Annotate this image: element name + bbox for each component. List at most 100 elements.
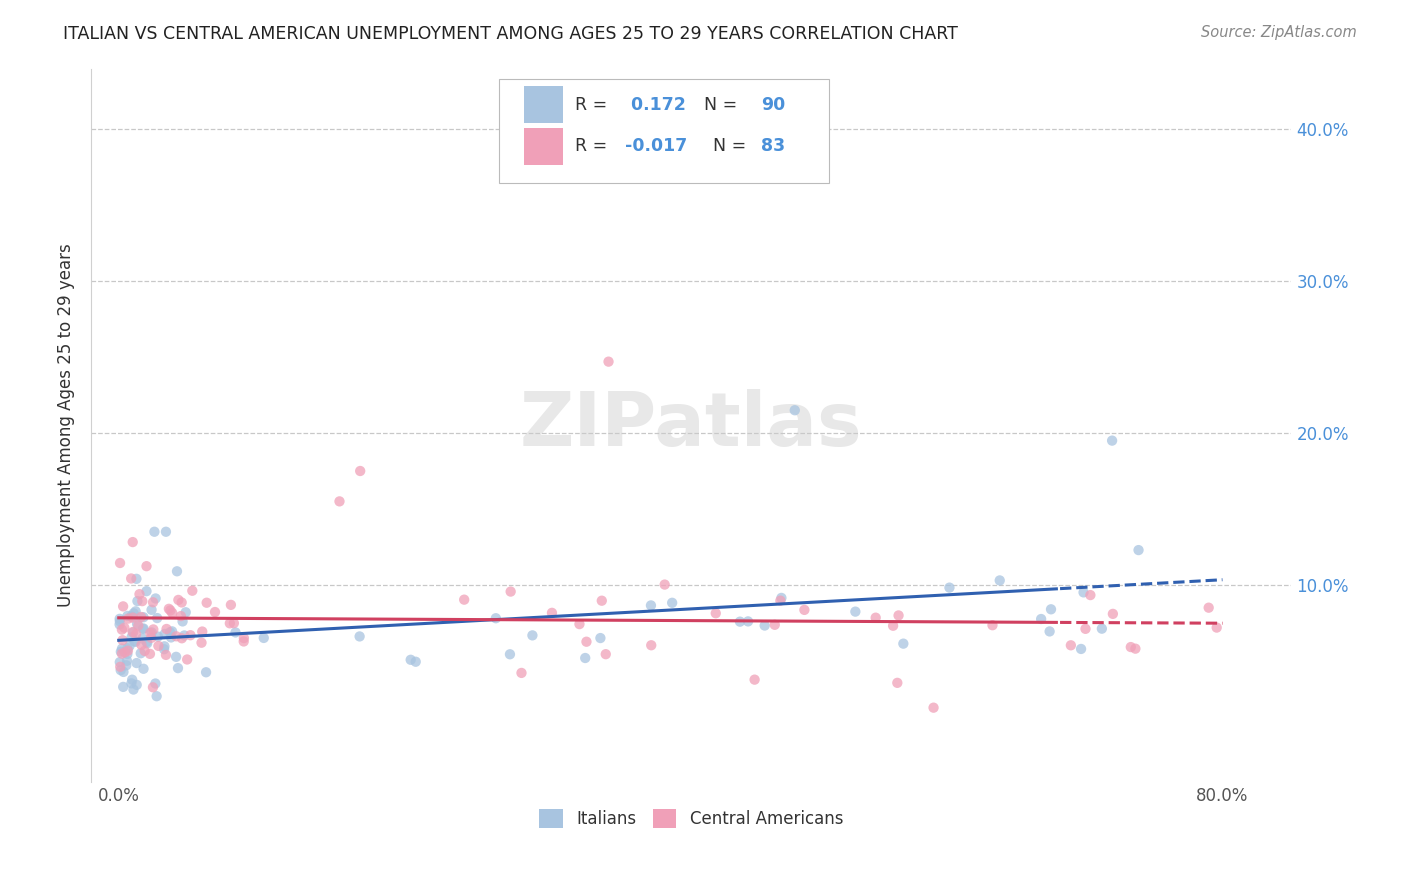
Point	[222, 616, 245, 631]
Point	[195, 596, 218, 610]
Point	[125, 572, 148, 586]
Point	[1029, 612, 1052, 626]
Point	[145, 591, 167, 606]
Point	[131, 594, 153, 608]
Point	[1101, 434, 1123, 448]
Point	[886, 676, 908, 690]
Point	[135, 584, 157, 599]
Point	[125, 678, 148, 692]
Y-axis label: Unemployment Among Ages 25 to 29 years: Unemployment Among Ages 25 to 29 years	[58, 244, 75, 607]
Point	[153, 627, 176, 641]
Point	[170, 632, 193, 646]
Point	[125, 627, 148, 641]
Point	[165, 649, 187, 664]
Point	[135, 559, 157, 574]
Point	[112, 599, 135, 614]
Point	[135, 635, 157, 649]
Point	[453, 592, 475, 607]
Point	[661, 596, 683, 610]
Point	[522, 628, 544, 642]
Text: R =: R =	[575, 137, 613, 155]
Point	[131, 638, 153, 652]
Point	[349, 629, 371, 643]
Point	[153, 640, 176, 654]
Point	[146, 611, 169, 625]
Point	[141, 625, 163, 640]
Point	[204, 605, 226, 619]
Point	[115, 658, 138, 673]
Point	[1039, 624, 1062, 639]
FancyBboxPatch shape	[524, 87, 562, 123]
Point	[1073, 585, 1095, 599]
Point	[132, 622, 155, 636]
Point	[132, 662, 155, 676]
Point	[112, 680, 135, 694]
Point	[125, 656, 148, 670]
Point	[117, 641, 139, 656]
Point	[145, 676, 167, 690]
Point	[1040, 602, 1063, 616]
Point	[131, 632, 153, 646]
Point	[1080, 588, 1102, 602]
Point	[399, 653, 422, 667]
Point	[132, 610, 155, 624]
Point	[167, 593, 190, 607]
Point	[922, 700, 945, 714]
Point	[121, 673, 143, 687]
Text: 83: 83	[761, 137, 785, 155]
Text: 90: 90	[761, 96, 785, 114]
Point	[769, 593, 792, 607]
Point	[121, 535, 143, 549]
Point	[173, 628, 195, 642]
Point	[139, 647, 162, 661]
Point	[120, 609, 142, 624]
Point	[218, 616, 240, 631]
Point	[541, 606, 564, 620]
Point	[121, 625, 143, 640]
Point	[160, 631, 183, 645]
Point	[160, 606, 183, 620]
Point	[179, 628, 201, 642]
Point	[190, 636, 212, 650]
Point	[146, 630, 169, 644]
Point	[159, 603, 181, 617]
Point	[172, 615, 194, 629]
Point	[1198, 600, 1220, 615]
Point	[108, 556, 131, 570]
Point	[574, 651, 596, 665]
Point	[865, 610, 887, 624]
Point	[1091, 622, 1114, 636]
Point	[141, 603, 163, 617]
Point	[981, 618, 1004, 632]
Point	[120, 676, 142, 690]
Point	[160, 624, 183, 639]
Point	[405, 655, 427, 669]
Point	[191, 624, 214, 639]
Point	[128, 587, 150, 601]
Point	[485, 611, 508, 625]
Point	[155, 648, 177, 662]
Point	[232, 631, 254, 645]
Point	[844, 605, 866, 619]
Point	[598, 354, 620, 368]
Text: Source: ZipAtlas.com: Source: ZipAtlas.com	[1201, 25, 1357, 40]
Point	[783, 403, 806, 417]
Point	[127, 594, 149, 608]
Point	[142, 681, 165, 695]
Point	[1070, 642, 1092, 657]
Point	[114, 645, 136, 659]
Point	[142, 595, 165, 609]
Point	[118, 639, 141, 653]
Point	[499, 584, 522, 599]
Point	[167, 661, 190, 675]
Point	[1119, 640, 1142, 654]
Point	[134, 644, 156, 658]
Point	[887, 608, 910, 623]
Text: ITALIAN VS CENTRAL AMERICAN UNEMPLOYMENT AMONG AGES 25 TO 29 YEARS CORRELATION C: ITALIAN VS CENTRAL AMERICAN UNEMPLOYMENT…	[63, 25, 957, 43]
Point	[136, 636, 159, 650]
Point	[125, 616, 148, 631]
Point	[568, 617, 591, 632]
Point	[640, 638, 662, 652]
Point	[170, 609, 193, 624]
Point	[591, 593, 613, 607]
